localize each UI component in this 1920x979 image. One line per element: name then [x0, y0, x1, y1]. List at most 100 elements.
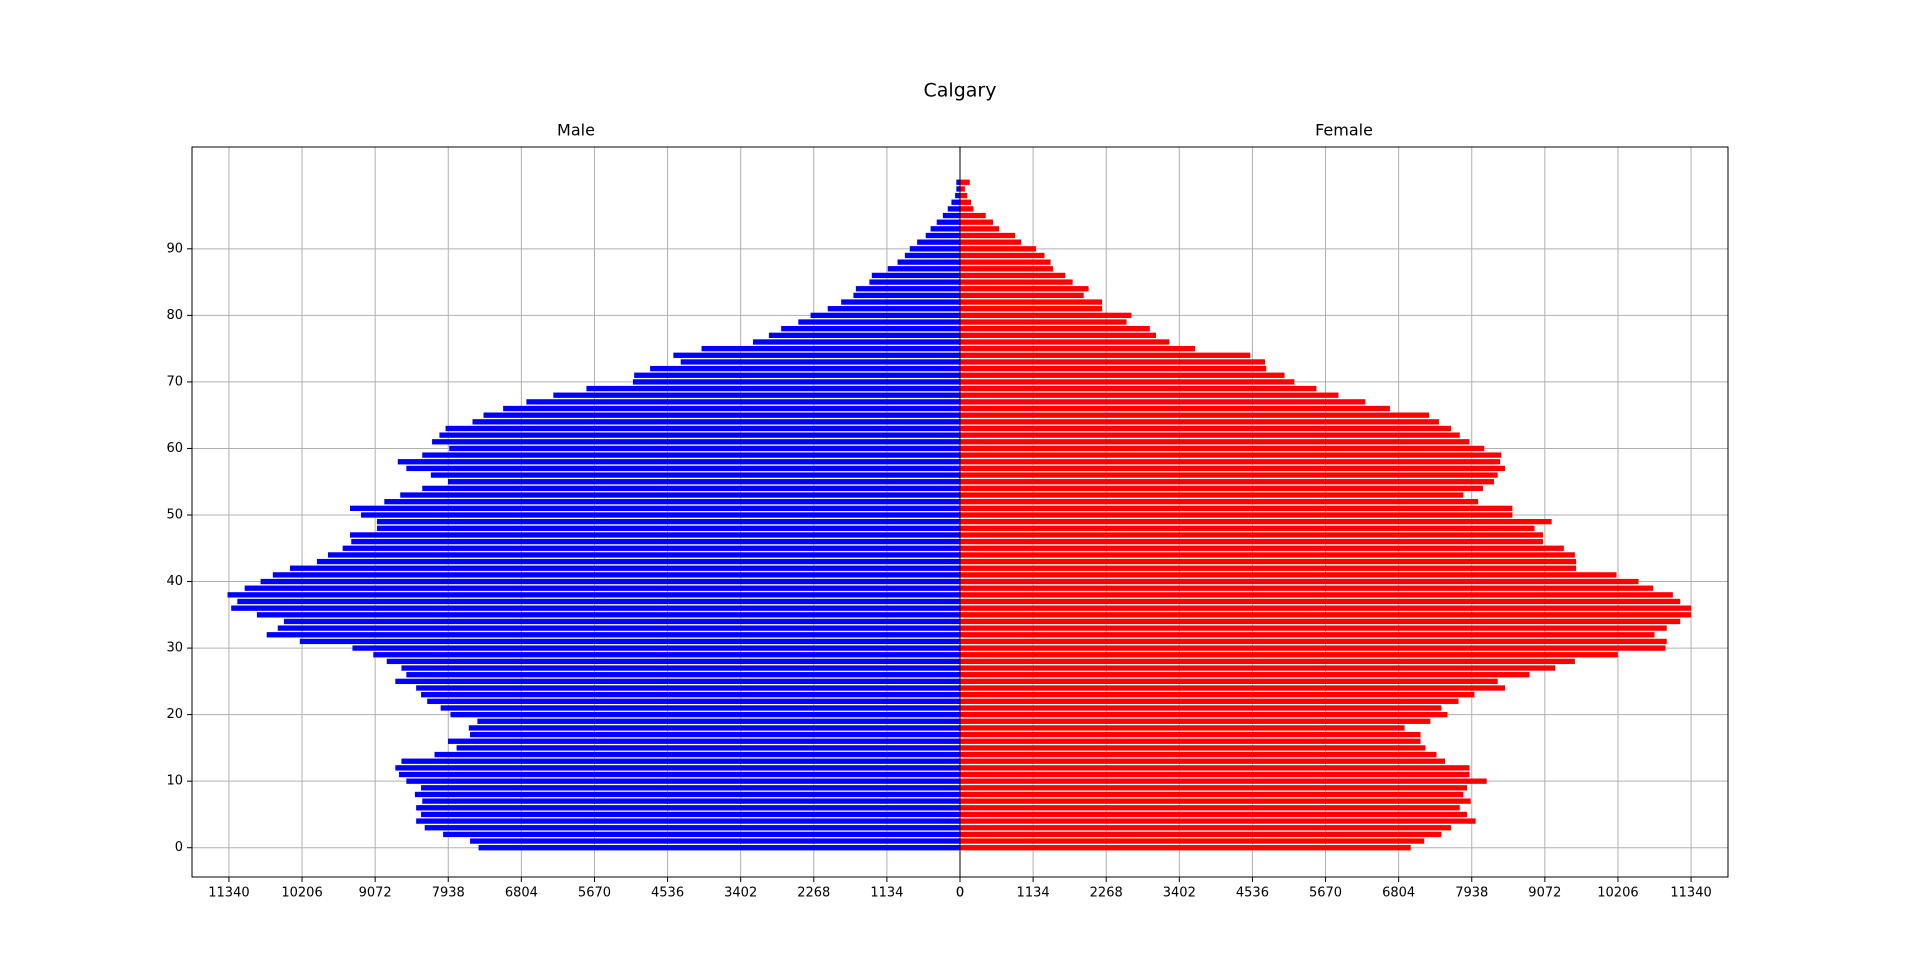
bar: [472, 419, 960, 425]
bar: [256, 612, 960, 618]
bar: [401, 758, 960, 764]
bar: [960, 718, 1431, 724]
bar: [384, 499, 960, 505]
bar: [909, 246, 960, 252]
bar: [400, 492, 960, 498]
bar: [871, 272, 960, 279]
bar: [227, 592, 960, 598]
x-tick-label: 11340: [1670, 886, 1711, 901]
bar: [401, 665, 960, 671]
bar: [470, 838, 960, 844]
bar: [956, 186, 960, 192]
bar: [951, 199, 960, 205]
bar: [960, 625, 1667, 631]
bar: [960, 272, 1066, 279]
bar: [960, 232, 1016, 239]
bar: [960, 538, 1544, 545]
bar: [960, 592, 1673, 598]
bar: [960, 658, 1575, 665]
bar: [960, 432, 1460, 438]
x-tick-label: 1134: [870, 886, 903, 901]
panel-title: Female: [1315, 121, 1373, 140]
bar: [421, 811, 961, 818]
bar: [781, 326, 960, 332]
bar: [483, 412, 960, 418]
bar: [960, 778, 1487, 784]
bar: [342, 545, 960, 551]
bar: [352, 645, 960, 651]
bar: [960, 492, 1464, 498]
bar: [960, 412, 1430, 418]
bar: [960, 672, 1530, 678]
bar: [897, 259, 960, 265]
bar: [960, 638, 1667, 645]
x-tick-label: 2268: [797, 886, 830, 901]
bar: [960, 372, 1285, 378]
bar: [386, 658, 960, 665]
bar: [960, 499, 1479, 505]
bar: [960, 652, 1618, 658]
bar: [432, 439, 961, 445]
bar: [960, 186, 965, 192]
bar: [450, 711, 960, 718]
bar: [422, 798, 960, 804]
x-tick-label: 7938: [1455, 886, 1488, 901]
bar: [960, 239, 1022, 245]
bar: [960, 578, 1639, 585]
bar: [752, 339, 960, 345]
bar: [960, 286, 1089, 292]
bar: [960, 751, 1437, 758]
bar: [960, 811, 1468, 818]
bar: [960, 518, 1552, 525]
bar: [960, 512, 1513, 518]
bar: [395, 678, 960, 685]
x-tick-label: 6804: [1382, 886, 1415, 901]
bar: [443, 831, 960, 838]
bar: [272, 572, 960, 578]
bar: [960, 711, 1448, 718]
bar: [960, 379, 1295, 385]
bar: [960, 558, 1577, 565]
bar: [416, 805, 961, 811]
bar: [768, 332, 960, 338]
bar: [960, 585, 1654, 591]
bar: [841, 299, 960, 305]
bar: [445, 425, 960, 432]
bar: [960, 479, 1495, 485]
bar: [960, 259, 1051, 265]
bar: [470, 731, 960, 738]
x-tick-label: 4536: [1236, 886, 1269, 901]
y-tick-label: 30: [166, 641, 183, 656]
bar: [477, 718, 960, 724]
bar: [960, 831, 1442, 838]
bar: [960, 179, 970, 185]
bar: [960, 805, 1460, 811]
bar: [960, 345, 1196, 352]
bar: [960, 359, 1265, 365]
x-tick-label: 2268: [1090, 886, 1123, 901]
bar: [361, 512, 961, 518]
bar: [960, 738, 1421, 744]
bar: [231, 605, 960, 611]
bar: [680, 359, 960, 365]
bar: [827, 306, 960, 312]
bar: [237, 598, 961, 605]
bar: [448, 479, 960, 485]
bar: [422, 452, 960, 458]
bar: [960, 332, 1156, 338]
bar: [350, 505, 960, 512]
bar: [283, 618, 960, 625]
bar: [586, 385, 960, 392]
bar: [960, 292, 1084, 299]
bar: [960, 845, 1411, 851]
bar: [421, 692, 961, 698]
bar: [960, 785, 1468, 791]
x-tick-label: 3402: [724, 886, 757, 901]
bar: [351, 538, 960, 545]
bar: [960, 565, 1577, 571]
bar: [478, 845, 960, 851]
y-tick-label: 40: [166, 574, 183, 589]
bar: [960, 339, 1170, 345]
bar: [960, 765, 1470, 771]
bar: [960, 505, 1513, 512]
